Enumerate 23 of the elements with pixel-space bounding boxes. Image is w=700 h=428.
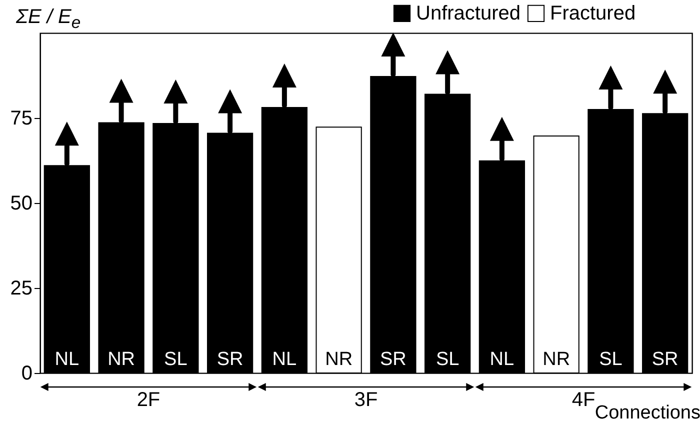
x-tick-label: SR: [216, 349, 244, 370]
x-tick-label: NR: [325, 349, 353, 370]
text: 4F: [572, 389, 596, 412]
x-tick-label: NL: [490, 349, 514, 370]
legend-label: Unfractured: [416, 2, 520, 24]
x-tick-label: NR: [108, 349, 136, 370]
y-tick-label: 25: [10, 278, 32, 300]
text: 3F: [354, 389, 378, 412]
x-tick-label: NR: [542, 349, 570, 370]
x-tick-label: NL: [272, 349, 297, 370]
x-tick-label: SL: [436, 349, 460, 370]
x-tick-label: SL: [164, 349, 188, 370]
x-tick-label: SL: [599, 349, 622, 370]
x-tick-label: NL: [54, 349, 80, 370]
y-tick-label: 0: [21, 362, 32, 384]
y-tick-label: 50: [10, 192, 32, 214]
y-tick-label: 75: [10, 108, 32, 130]
y-axis-title: ΣE / E$_{e}$: [16, 6, 81, 33]
legend-label: Fractured: [550, 2, 636, 24]
x-axis-title: Connections: [594, 402, 700, 424]
x-tick-label: SR: [652, 349, 678, 370]
text: 2F: [136, 389, 160, 412]
x-tick-label: SR: [380, 349, 406, 370]
